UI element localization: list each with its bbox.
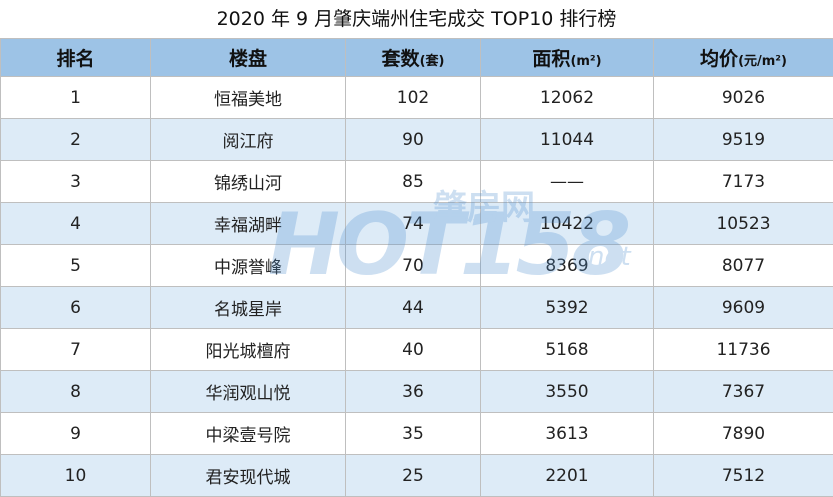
rank-cell: 5: [1, 245, 151, 287]
table-row: 5 中源誉峰 70 8369 8077: [1, 245, 833, 287]
price-cell: 7512: [654, 455, 833, 497]
column-unit: (套): [420, 54, 445, 69]
project-name-cell: 幸福湖畔: [151, 203, 346, 245]
price-cell: 9026: [654, 77, 833, 119]
column-header-area: 面积(m²): [481, 39, 654, 77]
price-cell: 11736: [654, 329, 833, 371]
rank-cell: 10: [1, 455, 151, 497]
price-cell: 7890: [654, 413, 833, 455]
price-cell: 7367: [654, 371, 833, 413]
units-cell: 44: [346, 287, 481, 329]
column-header-units: 套数(套): [346, 39, 481, 77]
price-cell: 10523: [654, 203, 833, 245]
area-cell: 12062: [481, 77, 654, 119]
rank-cell: 2: [1, 119, 151, 161]
rank-cell: 1: [1, 77, 151, 119]
project-name-cell: 阅江府: [151, 119, 346, 161]
units-cell: 90: [346, 119, 481, 161]
price-cell: 8077: [654, 245, 833, 287]
project-name-cell: 华润观山悦: [151, 371, 346, 413]
project-name-cell: 名城星岸: [151, 287, 346, 329]
table-row: 6 名城星岸 44 5392 9609: [1, 287, 833, 329]
rank-cell: 8: [1, 371, 151, 413]
table-row: 3 锦绣山河 85 —— 7173: [1, 161, 833, 203]
price-cell: 9609: [654, 287, 833, 329]
table-row: 1 恒福美地 102 12062 9026: [1, 77, 833, 119]
units-cell: 102: [346, 77, 481, 119]
rank-cell: 6: [1, 287, 151, 329]
table-row: 7 阳光城檀府 40 5168 11736: [1, 329, 833, 371]
rank-cell: 3: [1, 161, 151, 203]
column-header-price: 均价(元/m²): [654, 39, 833, 77]
area-cell: 8369: [481, 245, 654, 287]
column-label: 面积: [532, 48, 570, 70]
column-label: 楼盘: [229, 48, 267, 70]
units-cell: 74: [346, 203, 481, 245]
column-unit: (元/m²): [738, 54, 787, 69]
area-cell: 5392: [481, 287, 654, 329]
column-header-rank: 排名: [1, 39, 151, 77]
project-name-cell: 中梁壹号院: [151, 413, 346, 455]
area-cell: 3613: [481, 413, 654, 455]
area-cell: ——: [481, 161, 654, 203]
project-name-cell: 中源誉峰: [151, 245, 346, 287]
price-cell: 9519: [654, 119, 833, 161]
rank-cell: 9: [1, 413, 151, 455]
table-title: 2020 年 9 月肇庆端州住宅成交 TOP10 排行榜: [0, 0, 833, 38]
ranking-table: 排名 楼盘 套数(套) 面积(m²) 均价(元/m²) 1 恒福美地 102 1…: [0, 38, 833, 497]
table-row: 8 华润观山悦 36 3550 7367: [1, 371, 833, 413]
header-row: 排名 楼盘 套数(套) 面积(m²) 均价(元/m²): [1, 39, 833, 77]
table-row: 9 中梁壹号院 35 3613 7890: [1, 413, 833, 455]
price-cell: 7173: [654, 161, 833, 203]
area-cell: 2201: [481, 455, 654, 497]
column-header-project: 楼盘: [151, 39, 346, 77]
table-row: 10 君安现代城 25 2201 7512: [1, 455, 833, 497]
rank-cell: 7: [1, 329, 151, 371]
project-name-cell: 阳光城檀府: [151, 329, 346, 371]
project-name-cell: 君安现代城: [151, 455, 346, 497]
project-name-cell: 锦绣山河: [151, 161, 346, 203]
table-row: 2 阅江府 90 11044 9519: [1, 119, 833, 161]
units-cell: 36: [346, 371, 481, 413]
column-unit: (m²): [570, 54, 601, 69]
area-cell: 10422: [481, 203, 654, 245]
units-cell: 70: [346, 245, 481, 287]
rank-cell: 4: [1, 203, 151, 245]
table-row: 4 幸福湖畔 74 10422 10523: [1, 203, 833, 245]
area-cell: 11044: [481, 119, 654, 161]
units-cell: 40: [346, 329, 481, 371]
project-name-cell: 恒福美地: [151, 77, 346, 119]
column-label: 排名: [56, 48, 94, 70]
area-cell: 3550: [481, 371, 654, 413]
units-cell: 85: [346, 161, 481, 203]
units-cell: 35: [346, 413, 481, 455]
column-label: 套数: [382, 48, 420, 70]
area-cell: 5168: [481, 329, 654, 371]
column-label: 均价: [700, 48, 738, 70]
units-cell: 25: [346, 455, 481, 497]
